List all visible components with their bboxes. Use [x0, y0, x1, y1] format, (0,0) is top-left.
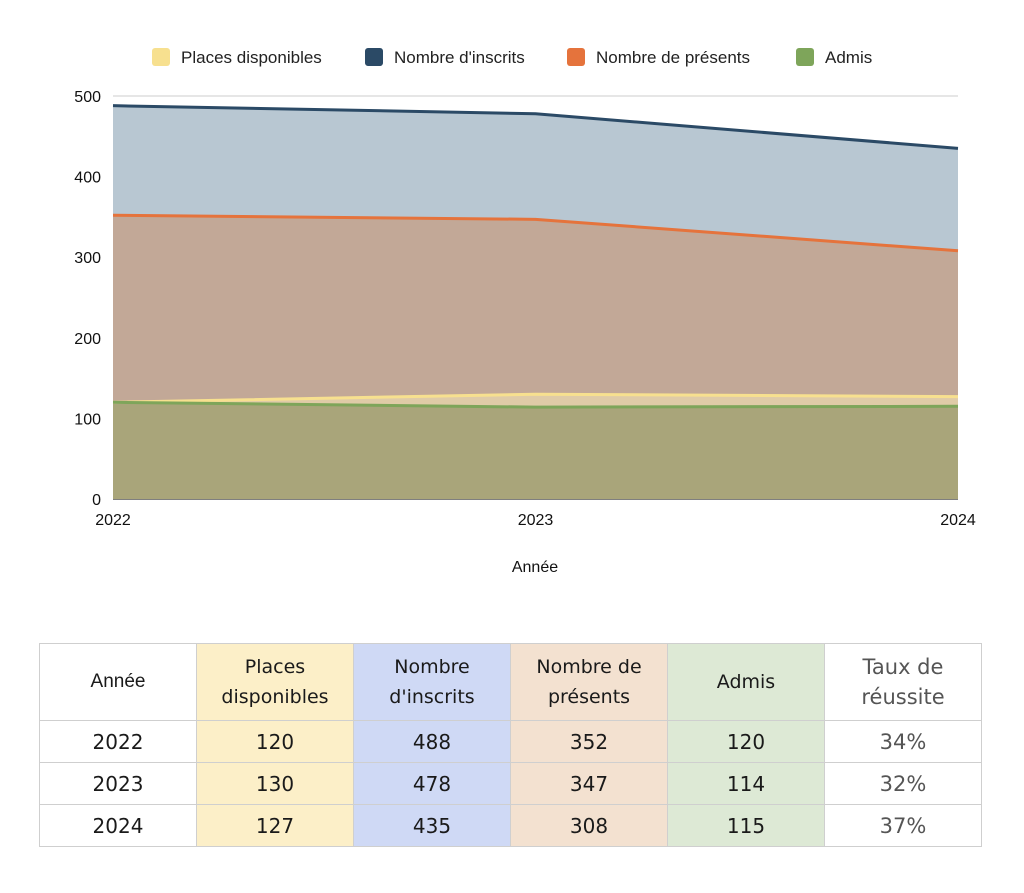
cell-places: 120 — [196, 720, 354, 763]
y-tick-label: 400 — [74, 170, 101, 187]
table-row: 2023 130 478 347 114 32% — [39, 762, 982, 805]
cell-inscrits: 478 — [353, 762, 511, 805]
header-admis: Admis — [667, 643, 825, 721]
data-table: Année Places disponibles Nombre d'inscrits… — [39, 643, 982, 847]
chart-lines — [112, 104, 959, 409]
cell-admis: 114 — [667, 762, 825, 805]
line-admis — [112, 400, 959, 409]
legend-item: Admis — [796, 48, 872, 67]
y-tick-label: 200 — [74, 331, 101, 348]
legend-label: Nombre d'inscrits — [394, 48, 525, 67]
x-tick-label: 2023 — [518, 512, 554, 529]
legend-label: Admis — [825, 48, 872, 67]
line-places-disponibles — [112, 392, 959, 404]
legend-label: Places disponibles — [181, 48, 322, 67]
y-tick-label: 100 — [74, 411, 101, 428]
cell-presents: 347 — [510, 762, 668, 805]
header-annee: Année — [39, 643, 197, 721]
header-nombre-presents: Nombre de présents — [510, 643, 668, 721]
y-axis-ticks: 0 100 200 300 400 500 — [74, 89, 101, 509]
legend-item: Nombre de présents — [567, 48, 750, 67]
chart-areas — [113, 105, 958, 499]
cell-places: 127 — [196, 804, 354, 847]
header-taux-reussite: Taux de réussite — [824, 643, 982, 721]
line-nombre-d-inscrits — [112, 104, 959, 150]
x-tick-label: 2024 — [940, 512, 976, 529]
table-row: 2022 120 488 352 120 34% — [39, 720, 982, 763]
area-admis — [113, 402, 958, 499]
x-axis-title: Année — [512, 559, 558, 576]
legend-swatch — [567, 48, 585, 66]
legend-swatch — [152, 48, 170, 66]
legend-item: Nombre d'inscrits — [365, 48, 525, 67]
area-chart: Places disponibles Nombre d'inscrits Nombr… — [74, 48, 976, 576]
cell-admis: 115 — [667, 804, 825, 847]
cell-presents: 308 — [510, 804, 668, 847]
cell-taux: 32% — [824, 762, 982, 805]
cell-places: 130 — [196, 762, 354, 805]
x-axis-ticks: 2022 2023 2024 — [95, 512, 976, 529]
x-tick-label: 2022 — [95, 512, 131, 529]
cell-taux: 37% — [824, 804, 982, 847]
cell-taux: 34% — [824, 720, 982, 763]
legend-swatch — [796, 48, 814, 66]
cell-presents: 352 — [510, 720, 668, 763]
cell-annee: 2023 — [39, 762, 197, 805]
legend-item: Places disponibles — [152, 48, 322, 67]
header-nombre-inscrits: Nombre d'inscrits — [353, 643, 511, 721]
cell-inscrits: 488 — [353, 720, 511, 763]
header-places-disponibles: Places disponibles — [196, 643, 354, 721]
table-header-row: Année Places disponibles Nombre d'inscrits… — [39, 643, 982, 721]
chart-legend: Places disponibles Nombre d'inscrits Nombr… — [152, 48, 872, 67]
cell-annee: 2022 — [39, 720, 197, 763]
legend-swatch — [365, 48, 383, 66]
y-tick-label: 0 — [92, 492, 101, 509]
cell-annee: 2024 — [39, 804, 197, 847]
legend-label: Nombre de présents — [596, 48, 750, 67]
y-tick-label: 300 — [74, 250, 101, 267]
table-row: 2024 127 435 308 115 37% — [39, 804, 982, 847]
line-nombre-de-pr-sents — [112, 213, 959, 253]
cell-inscrits: 435 — [353, 804, 511, 847]
cell-admis: 120 — [667, 720, 825, 763]
y-tick-label: 500 — [74, 89, 101, 106]
